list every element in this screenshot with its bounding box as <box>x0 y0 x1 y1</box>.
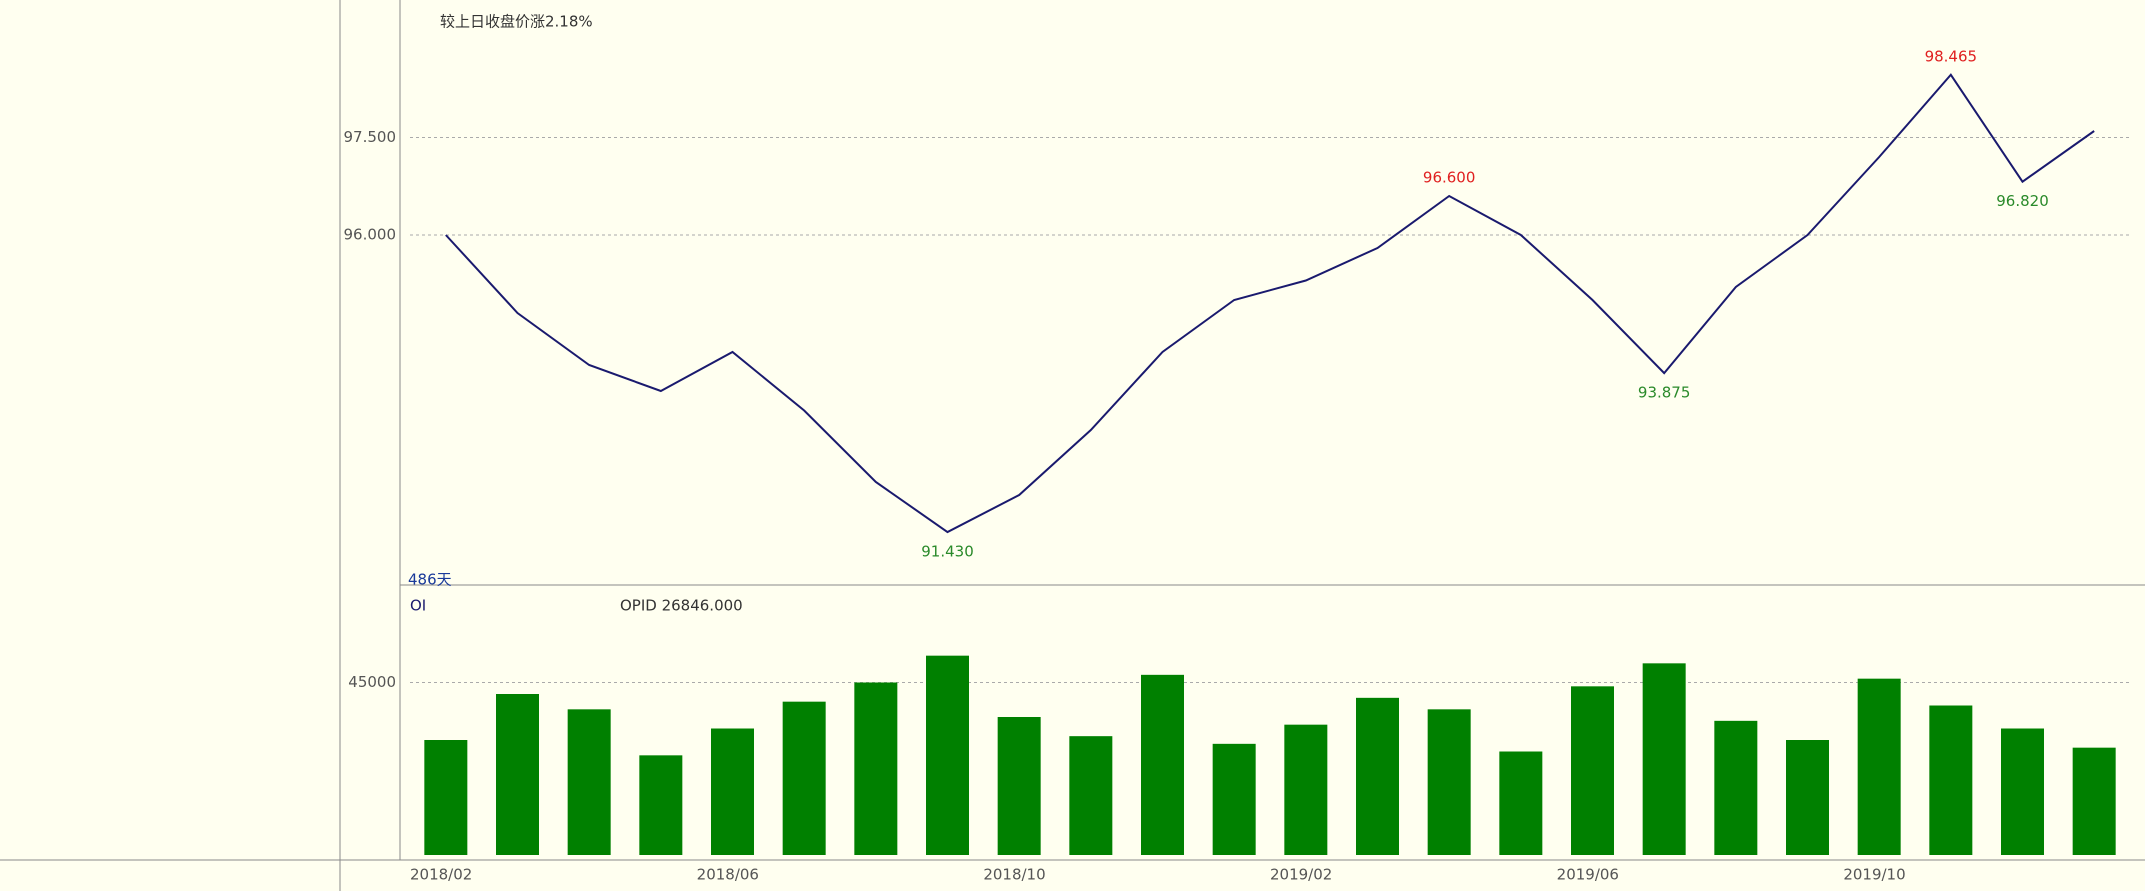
y-tick-label: 97.500 <box>344 128 397 146</box>
volume-bar <box>1643 663 1686 855</box>
volume-bar <box>1141 675 1184 855</box>
panel-title: OI <box>410 597 426 615</box>
x-tick-label: 2018/06 <box>697 866 759 884</box>
volume-bar <box>926 656 969 855</box>
volume-bar <box>1499 752 1542 856</box>
extreme-label: 96.600 <box>1423 169 1476 187</box>
panel-subtitle: OPID 26846.000 <box>620 597 743 615</box>
volume-bar <box>1428 709 1471 855</box>
x-tick-label: 2019/02 <box>1270 866 1332 884</box>
volume-bar <box>424 740 467 855</box>
volume-bar <box>639 755 682 855</box>
volume-bar <box>711 729 754 856</box>
volume-bar <box>496 694 539 855</box>
volume-bar <box>2001 729 2044 856</box>
volume-bar <box>1356 698 1399 855</box>
volume-bar <box>1786 740 1829 855</box>
volume-bar <box>1213 744 1256 855</box>
x-tick-label: 2018/10 <box>983 866 1045 884</box>
volume-bar <box>854 683 897 856</box>
x-tick-label: 2019/10 <box>1843 866 1905 884</box>
volume-bar <box>1858 679 1901 855</box>
y-tick-label: 96.000 <box>344 226 397 244</box>
volume-bar <box>1069 736 1112 855</box>
extreme-label: 96.820 <box>1996 192 2049 210</box>
volume-bar <box>1571 686 1614 855</box>
volume-bar <box>998 717 1041 855</box>
subtitle: 486天 <box>408 571 452 589</box>
extreme-label: 91.430 <box>921 543 974 561</box>
x-tick-label: 2019/06 <box>1557 866 1619 884</box>
chart: 较上日收盘价涨2.18% 486天 OI OPID 26846.000 96.0… <box>0 0 2145 891</box>
x-tick-label: 2018/02 <box>410 866 472 884</box>
chart-title: 较上日收盘价涨2.18% <box>440 13 593 31</box>
extreme-label: 98.465 <box>1925 47 1978 65</box>
volume-bar <box>1284 725 1327 855</box>
volume-bar <box>783 702 826 855</box>
volume-bar <box>2073 748 2116 855</box>
volume-bar <box>568 709 611 855</box>
y-tick-label: 45000 <box>348 673 396 691</box>
volume-bar <box>1929 706 1972 856</box>
extreme-label: 93.875 <box>1638 384 1691 402</box>
page: {"chart_data":[ {"type":"line","title":"… <box>0 0 2145 891</box>
volume-bar <box>1714 721 1757 855</box>
